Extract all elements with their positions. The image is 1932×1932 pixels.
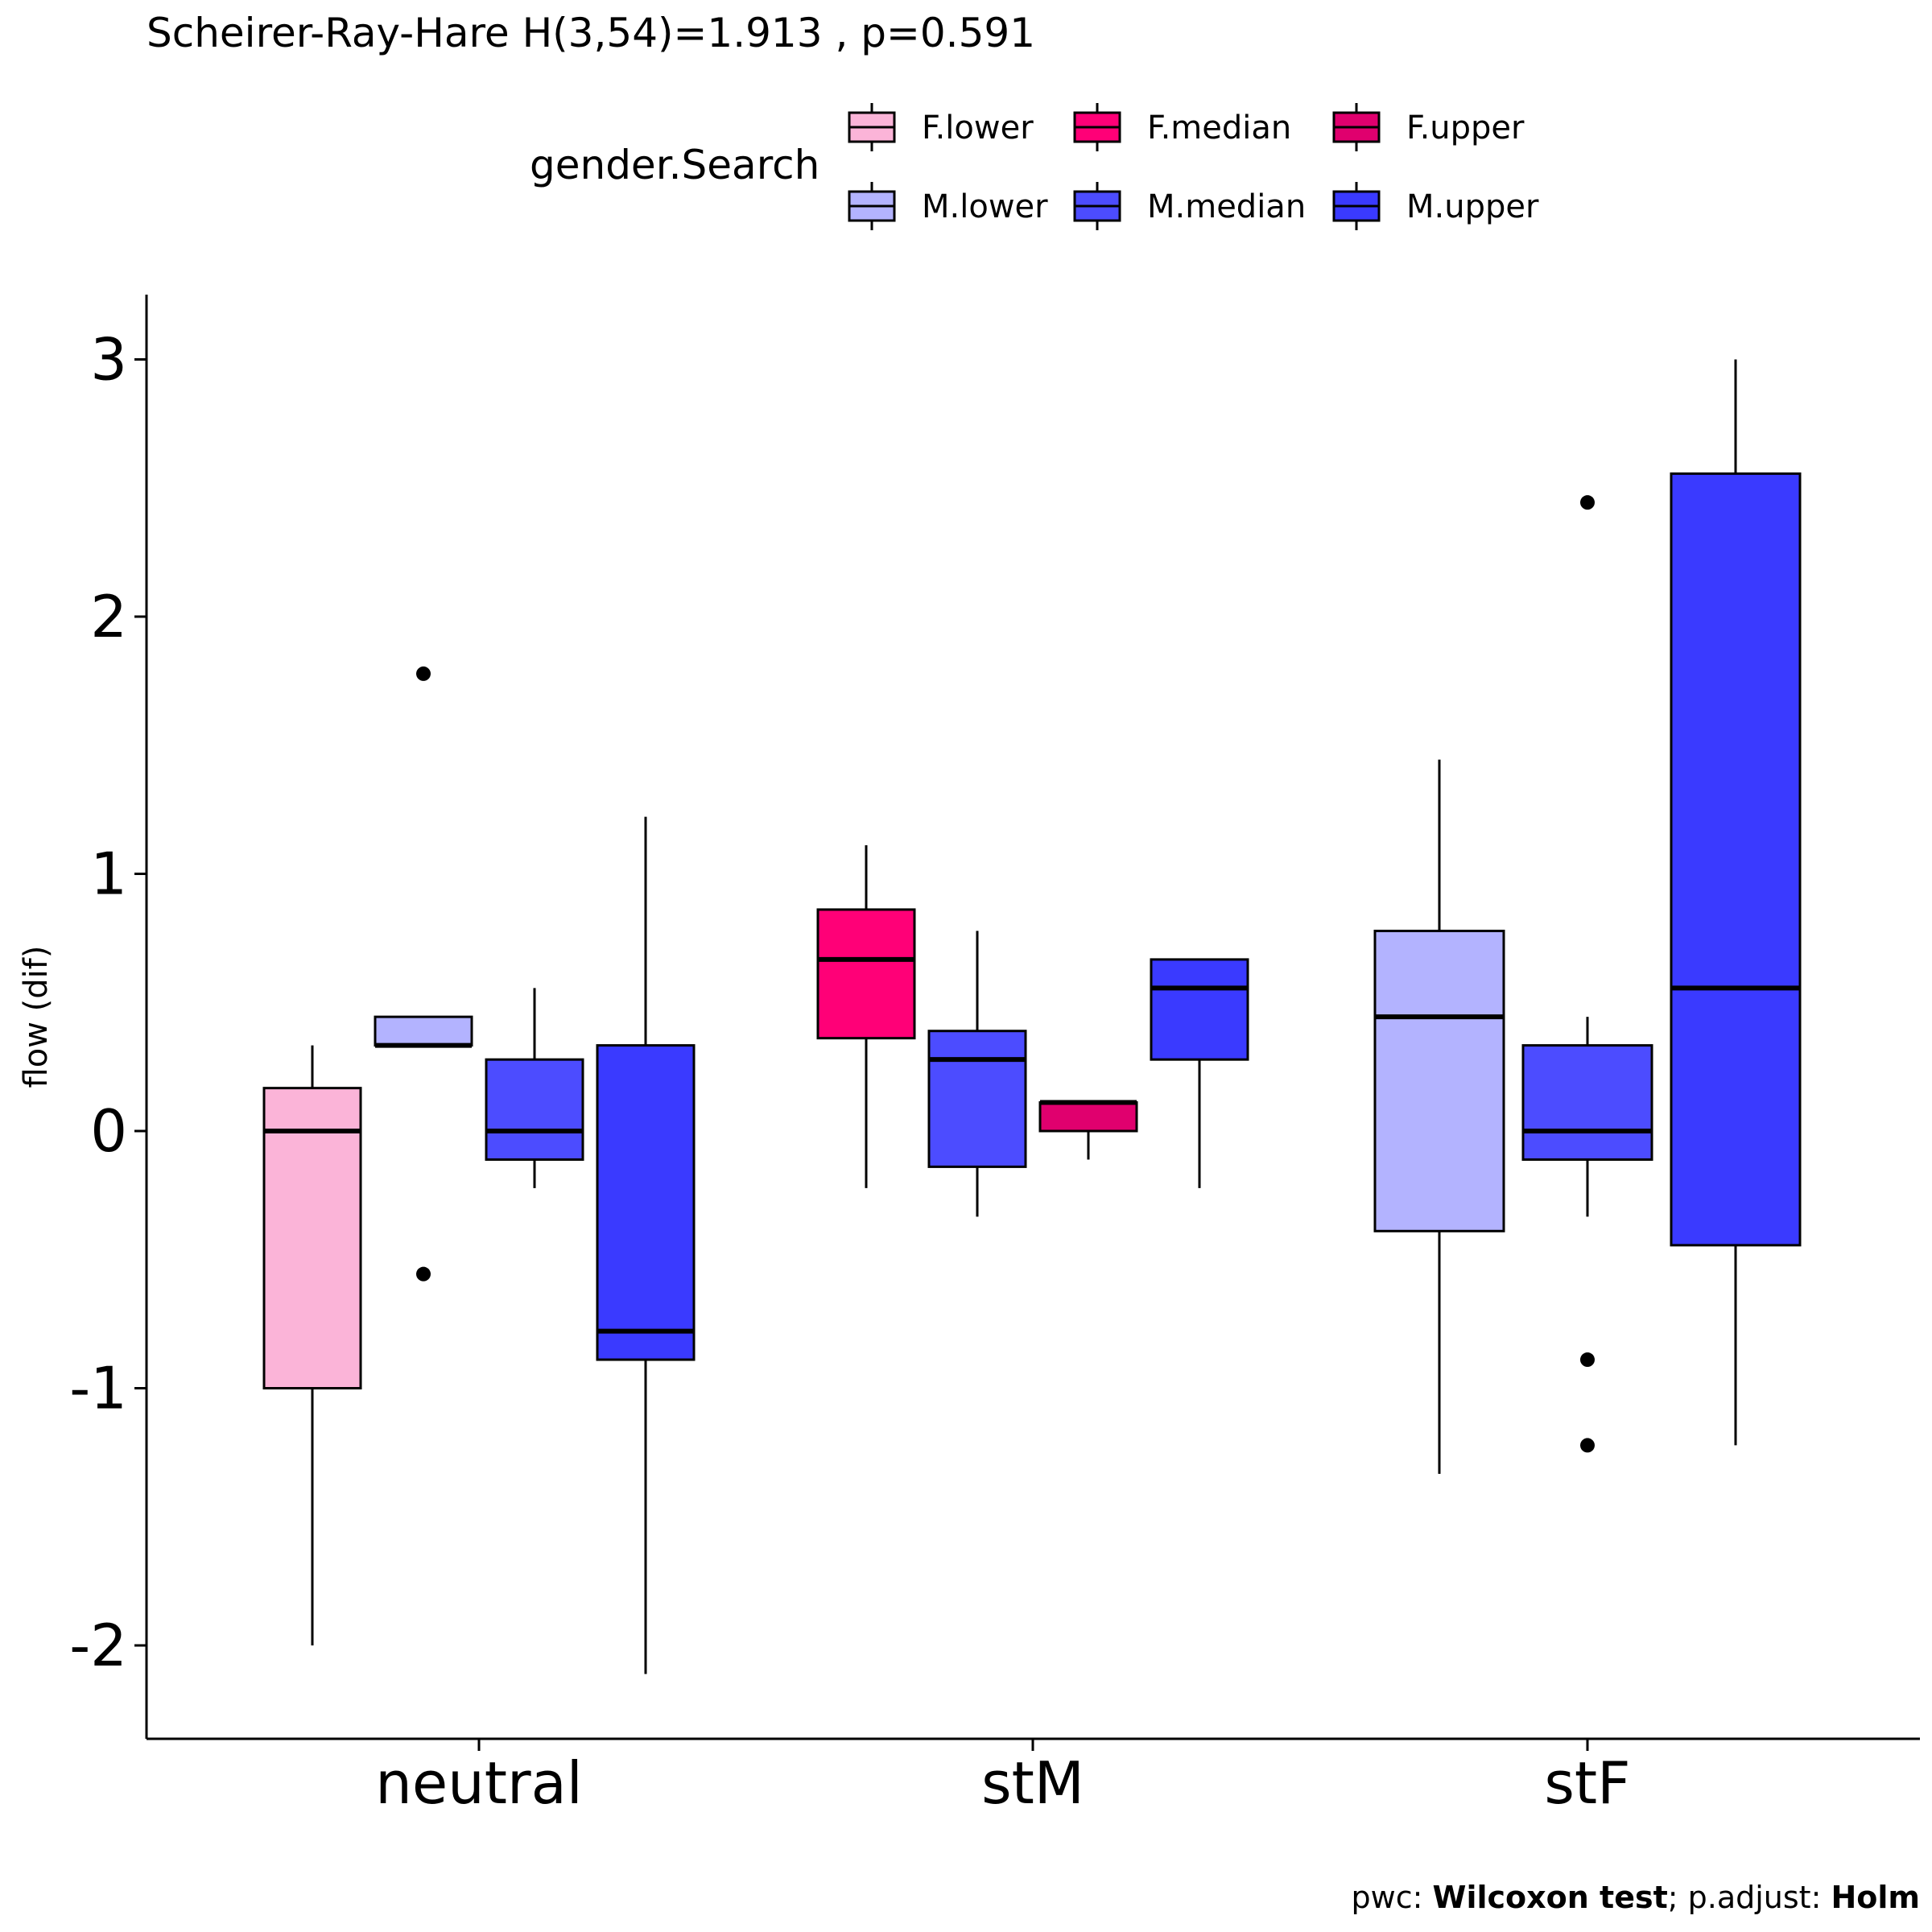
legend-label: F.upper (1406, 109, 1525, 147)
boxes (262, 359, 1802, 1674)
outlier-point (416, 666, 431, 681)
box-stF-M.median (1521, 495, 1653, 1453)
outlier-point (1580, 1352, 1595, 1368)
legend-item-F.median: F.median (1073, 103, 1291, 151)
y-ticks: 3 2 1 0 -1 -2 (69, 326, 147, 1679)
legend-label: F.median (1147, 109, 1291, 147)
box-neutral-F.lower (262, 1045, 362, 1645)
box-stF-M.upper (1670, 359, 1802, 1446)
box-stF-M.lower (1373, 759, 1505, 1474)
box-iqr (1373, 929, 1505, 1232)
box-iqr (1150, 958, 1249, 1061)
legend-label: M.median (1147, 188, 1306, 225)
legend-title: gender.Search (530, 142, 819, 188)
box-iqr (485, 1058, 584, 1161)
x-ticks: neutral stM stF (375, 1739, 1631, 1817)
box-stM-M.upper (1150, 958, 1249, 1188)
box-stM-F.upper (1038, 1100, 1138, 1160)
chart-subtitle: Scheirer-Ray-Hare H(3,54)=1.913 , p=0.59… (147, 10, 1035, 56)
outlier-point (1580, 495, 1595, 510)
legend: gender.Search F.lower F.median F.upper M.lo… (530, 103, 1539, 230)
outlier-point (416, 1266, 431, 1282)
y-tick-label: 3 (90, 326, 127, 394)
y-tick-label: -1 (69, 1355, 127, 1422)
y-axis-title: flow (dif) (18, 946, 55, 1088)
box-stM-M.median (927, 931, 1027, 1217)
legend-item-F.lower: F.lower (848, 103, 1034, 151)
caption-test-name: Wilcoxon test (1433, 1880, 1668, 1915)
caption-prefix-2: ; p.adjust: (1668, 1880, 1831, 1915)
x-tick-label-stM: stM (981, 1749, 1084, 1817)
legend-item-M.median: M.median (1073, 182, 1306, 230)
box-iqr (1670, 472, 1802, 1247)
box-iqr (262, 1087, 362, 1390)
x-tick-label-neutral: neutral (375, 1749, 583, 1817)
y-tick-label: 2 (90, 583, 127, 650)
legend-item-F.upper: F.upper (1332, 103, 1525, 151)
box-neutral-M.median (485, 988, 584, 1188)
box-iqr (374, 1015, 473, 1047)
box-iqr (1521, 1044, 1653, 1161)
y-tick-label: -2 (69, 1612, 127, 1679)
box-neutral-M.upper (596, 816, 696, 1674)
box-iqr (596, 1044, 696, 1361)
box-iqr (816, 908, 916, 1040)
legend-item-M.lower: M.lower (848, 182, 1048, 230)
legend-item-M.upper: M.upper (1332, 182, 1539, 230)
caption: pwc: Wilcoxon test; p.adjust: Holm (1352, 1880, 1920, 1915)
box-iqr (1038, 1101, 1138, 1133)
box-neutral-M.lower (374, 666, 473, 1282)
legend-label: M.lower (922, 188, 1048, 225)
box-stM-F.median (816, 845, 916, 1188)
caption-prefix-1: pwc: (1352, 1880, 1433, 1915)
y-tick-label: 0 (90, 1097, 127, 1165)
legend-label: F.lower (922, 109, 1034, 147)
outlier-point (1580, 1438, 1595, 1453)
x-tick-label-stF: stF (1544, 1749, 1630, 1817)
y-tick-label: 1 (90, 840, 127, 908)
box-iqr (927, 1030, 1027, 1168)
legend-label: M.upper (1406, 188, 1539, 225)
caption-adjust-method: Holm (1831, 1880, 1920, 1915)
